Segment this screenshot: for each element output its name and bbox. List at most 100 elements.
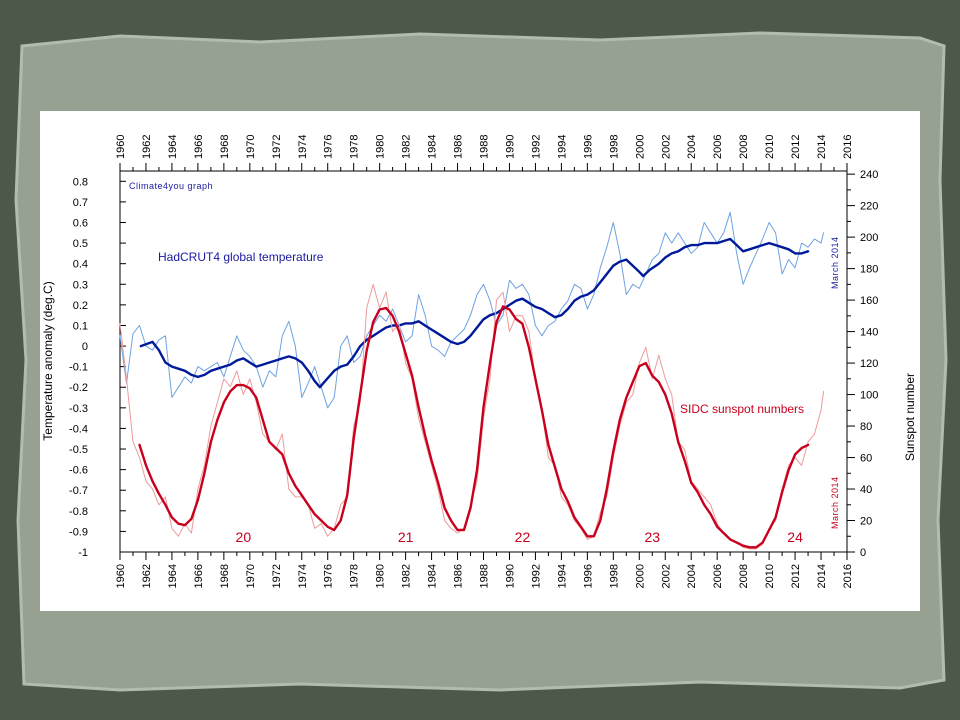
right-axis-title: Sunspot number (903, 373, 917, 461)
y-tick-label-left: -0.2 (69, 382, 88, 394)
y-tick-label-right: 140 (860, 327, 878, 339)
y-tick-label-right: 100 (860, 390, 878, 402)
y-tick-label-right: 120 (860, 358, 878, 370)
y-tick-label-left: -0.6 (69, 465, 88, 477)
temperature-monthly-line (119, 211, 825, 409)
x-tick-label-bottom: 1964 (167, 564, 179, 588)
x-tick-label-bottom: 1960 (115, 564, 127, 588)
y-tick-label-left: -0.7 (69, 485, 88, 497)
x-tick-label-bottom: 2008 (738, 564, 750, 588)
solar-cycle-label: 20 (236, 529, 252, 545)
x-tick-label-bottom: 1970 (245, 564, 257, 588)
y-tick-label-right: 200 (860, 232, 878, 244)
x-tick-label-bottom: 1984 (427, 564, 439, 588)
x-tick-label-bottom: 1972 (271, 564, 283, 588)
temperature-running-mean-line (139, 237, 810, 389)
x-tick-label-top: 1988 (479, 135, 491, 159)
x-tick-label-bottom: 1998 (608, 564, 620, 588)
x-tick-label-bottom: 1978 (349, 564, 361, 588)
x-tick-label-top: 1962 (141, 135, 153, 159)
x-tick-label-top: 1986 (453, 135, 465, 159)
y-tick-label-right: 60 (860, 453, 872, 465)
date-label-bottom: March 2014 (830, 476, 840, 529)
x-tick-label-top: 2002 (660, 135, 672, 159)
x-tick-label-bottom: 2016 (842, 564, 854, 588)
x-tick-label-top: 1974 (297, 135, 309, 159)
x-tick-label-top: 2004 (686, 135, 698, 159)
x-tick-label-top: 1994 (556, 135, 568, 159)
x-tick-label-bottom: 1974 (297, 564, 309, 588)
x-tick-label-top: 1984 (427, 135, 439, 159)
y-tick-label-right: 80 (860, 421, 872, 433)
y-tick-label-left: 0.6 (73, 217, 88, 229)
y-tick-label-left: 0.1 (73, 320, 88, 332)
x-tick-label-top: 2006 (712, 135, 724, 159)
y-tick-label-left: -0.4 (69, 423, 88, 435)
y-tick-label-left: -0.1 (69, 362, 88, 374)
x-tick-label-top: 1966 (193, 135, 205, 159)
x-tick-label-top: 2008 (738, 135, 750, 159)
x-axis-top: 1960 1962 1964 1966 1968 1970 1972 1974 1976 1978… (115, 135, 854, 171)
y-tick-label-left: 0.7 (73, 197, 88, 209)
x-tick-label-bottom: 1980 (375, 564, 387, 588)
x-tick-label-bottom: 1986 (453, 564, 465, 588)
x-tick-label-top: 1972 (271, 135, 283, 159)
x-tick-label-bottom: 2004 (686, 564, 698, 588)
x-tick-label-top: 1990 (504, 135, 516, 159)
x-tick-label-top: 1996 (582, 135, 594, 159)
y-tick-label-right: 240 (860, 169, 878, 181)
sunspot-running-mean-line (138, 305, 810, 549)
y-tick-label-left: 0.2 (73, 300, 88, 312)
x-tick-label-top: 1980 (375, 135, 387, 159)
x-axis-bottom: 1960 1962 1964 1966 1968 1970 1972 1974 1976 1978… (115, 552, 854, 588)
solar-cycle-label: 24 (787, 529, 803, 545)
temperature-series-label: HadCRUT4 global temperature (158, 250, 324, 264)
x-tick-label-bottom: 1988 (479, 564, 491, 588)
solar-cycle-label: 21 (398, 529, 414, 545)
chart-canvas: 1960 1962 1964 1966 1968 1970 1972 1974 1976 1978… (41, 135, 917, 589)
date-label-top: March 2014 (830, 236, 840, 289)
y-tick-label-left: 0 (82, 341, 88, 353)
x-tick-label-top: 2016 (842, 135, 854, 159)
y-tick-label-right: 40 (860, 484, 872, 496)
x-tick-label-bottom: 2014 (816, 564, 828, 588)
x-tick-label-bottom: 1966 (193, 564, 205, 588)
x-tick-label-top: 1982 (401, 135, 413, 159)
y-tick-label-left: -0.5 (69, 444, 88, 456)
x-tick-label-top: 1970 (245, 135, 257, 159)
y-tick-label-left: -0.3 (69, 403, 88, 415)
left-axis-title: Temperature anomaly (deg.C) (41, 281, 55, 440)
x-tick-label-bottom: 2010 (764, 564, 776, 588)
y-tick-label-right: 180 (860, 264, 878, 276)
x-tick-label-top: 1978 (349, 135, 361, 159)
y-tick-label-left: -1 (78, 547, 88, 559)
y-tick-label-left: -0.9 (69, 526, 88, 538)
x-tick-label-top: 1964 (167, 135, 179, 159)
y-tick-label-left: 0.3 (73, 279, 88, 291)
x-tick-label-top: 1976 (323, 135, 335, 159)
x-tick-label-top: 2014 (816, 135, 828, 159)
x-tick-label-bottom: 1962 (141, 564, 153, 588)
x-tick-label-top: 2012 (790, 135, 802, 159)
solar-cycle-label: 23 (644, 529, 660, 545)
solar-cycle-label: 22 (515, 529, 531, 545)
y-tick-label-right: 220 (860, 201, 878, 213)
x-tick-label-bottom: 2002 (660, 564, 672, 588)
x-tick-label-bottom: 1992 (530, 564, 542, 588)
chart-frame: 1960 1962 1964 1966 1968 1970 1972 1974 1976 1978… (40, 111, 920, 611)
y-axis-left: 0.8 0.7 0.6 0.5 0.4 0.3 0.2 0.1 0 -0.1 -0.2 -0.3 -0.… (69, 176, 126, 559)
y-tick-label-right: 160 (860, 295, 878, 307)
x-tick-label-bottom: 1968 (219, 564, 231, 588)
x-tick-label-top: 1998 (608, 135, 620, 159)
y-tick-label-left: 0.4 (73, 259, 88, 271)
x-tick-label-bottom: 2000 (634, 564, 646, 588)
x-tick-label-bottom: 1994 (556, 564, 568, 588)
x-tick-label-bottom: 1976 (323, 564, 335, 588)
credit-label: Climate4you graph (129, 181, 213, 191)
plot-area (119, 170, 848, 553)
y-tick-label-left: -0.8 (69, 506, 88, 518)
x-tick-label-top: 2010 (764, 135, 776, 159)
x-tick-label-bottom: 2006 (712, 564, 724, 588)
x-tick-label-bottom: 1982 (401, 564, 413, 588)
